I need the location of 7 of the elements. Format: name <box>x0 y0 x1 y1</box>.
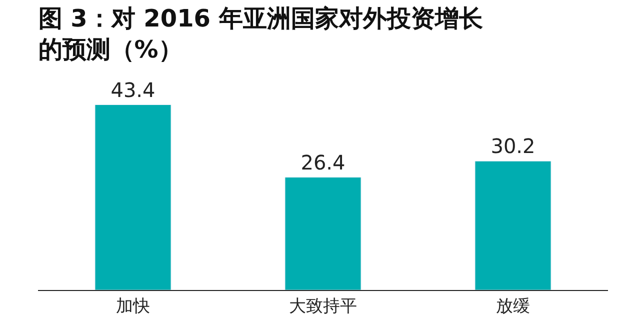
chart-title: 图 3：对 2016 年亚洲国家对外投资增长的预测（%） <box>38 4 483 64</box>
data-label: 30.2 <box>490 134 536 158</box>
data-label: 43.4 <box>110 78 156 102</box>
x-tick-label: 大致持平 <box>289 296 357 316</box>
x-tick-label: 加快 <box>116 296 150 316</box>
x-tick-label: 放缓 <box>496 296 530 316</box>
data-label: 26.4 <box>300 150 346 174</box>
